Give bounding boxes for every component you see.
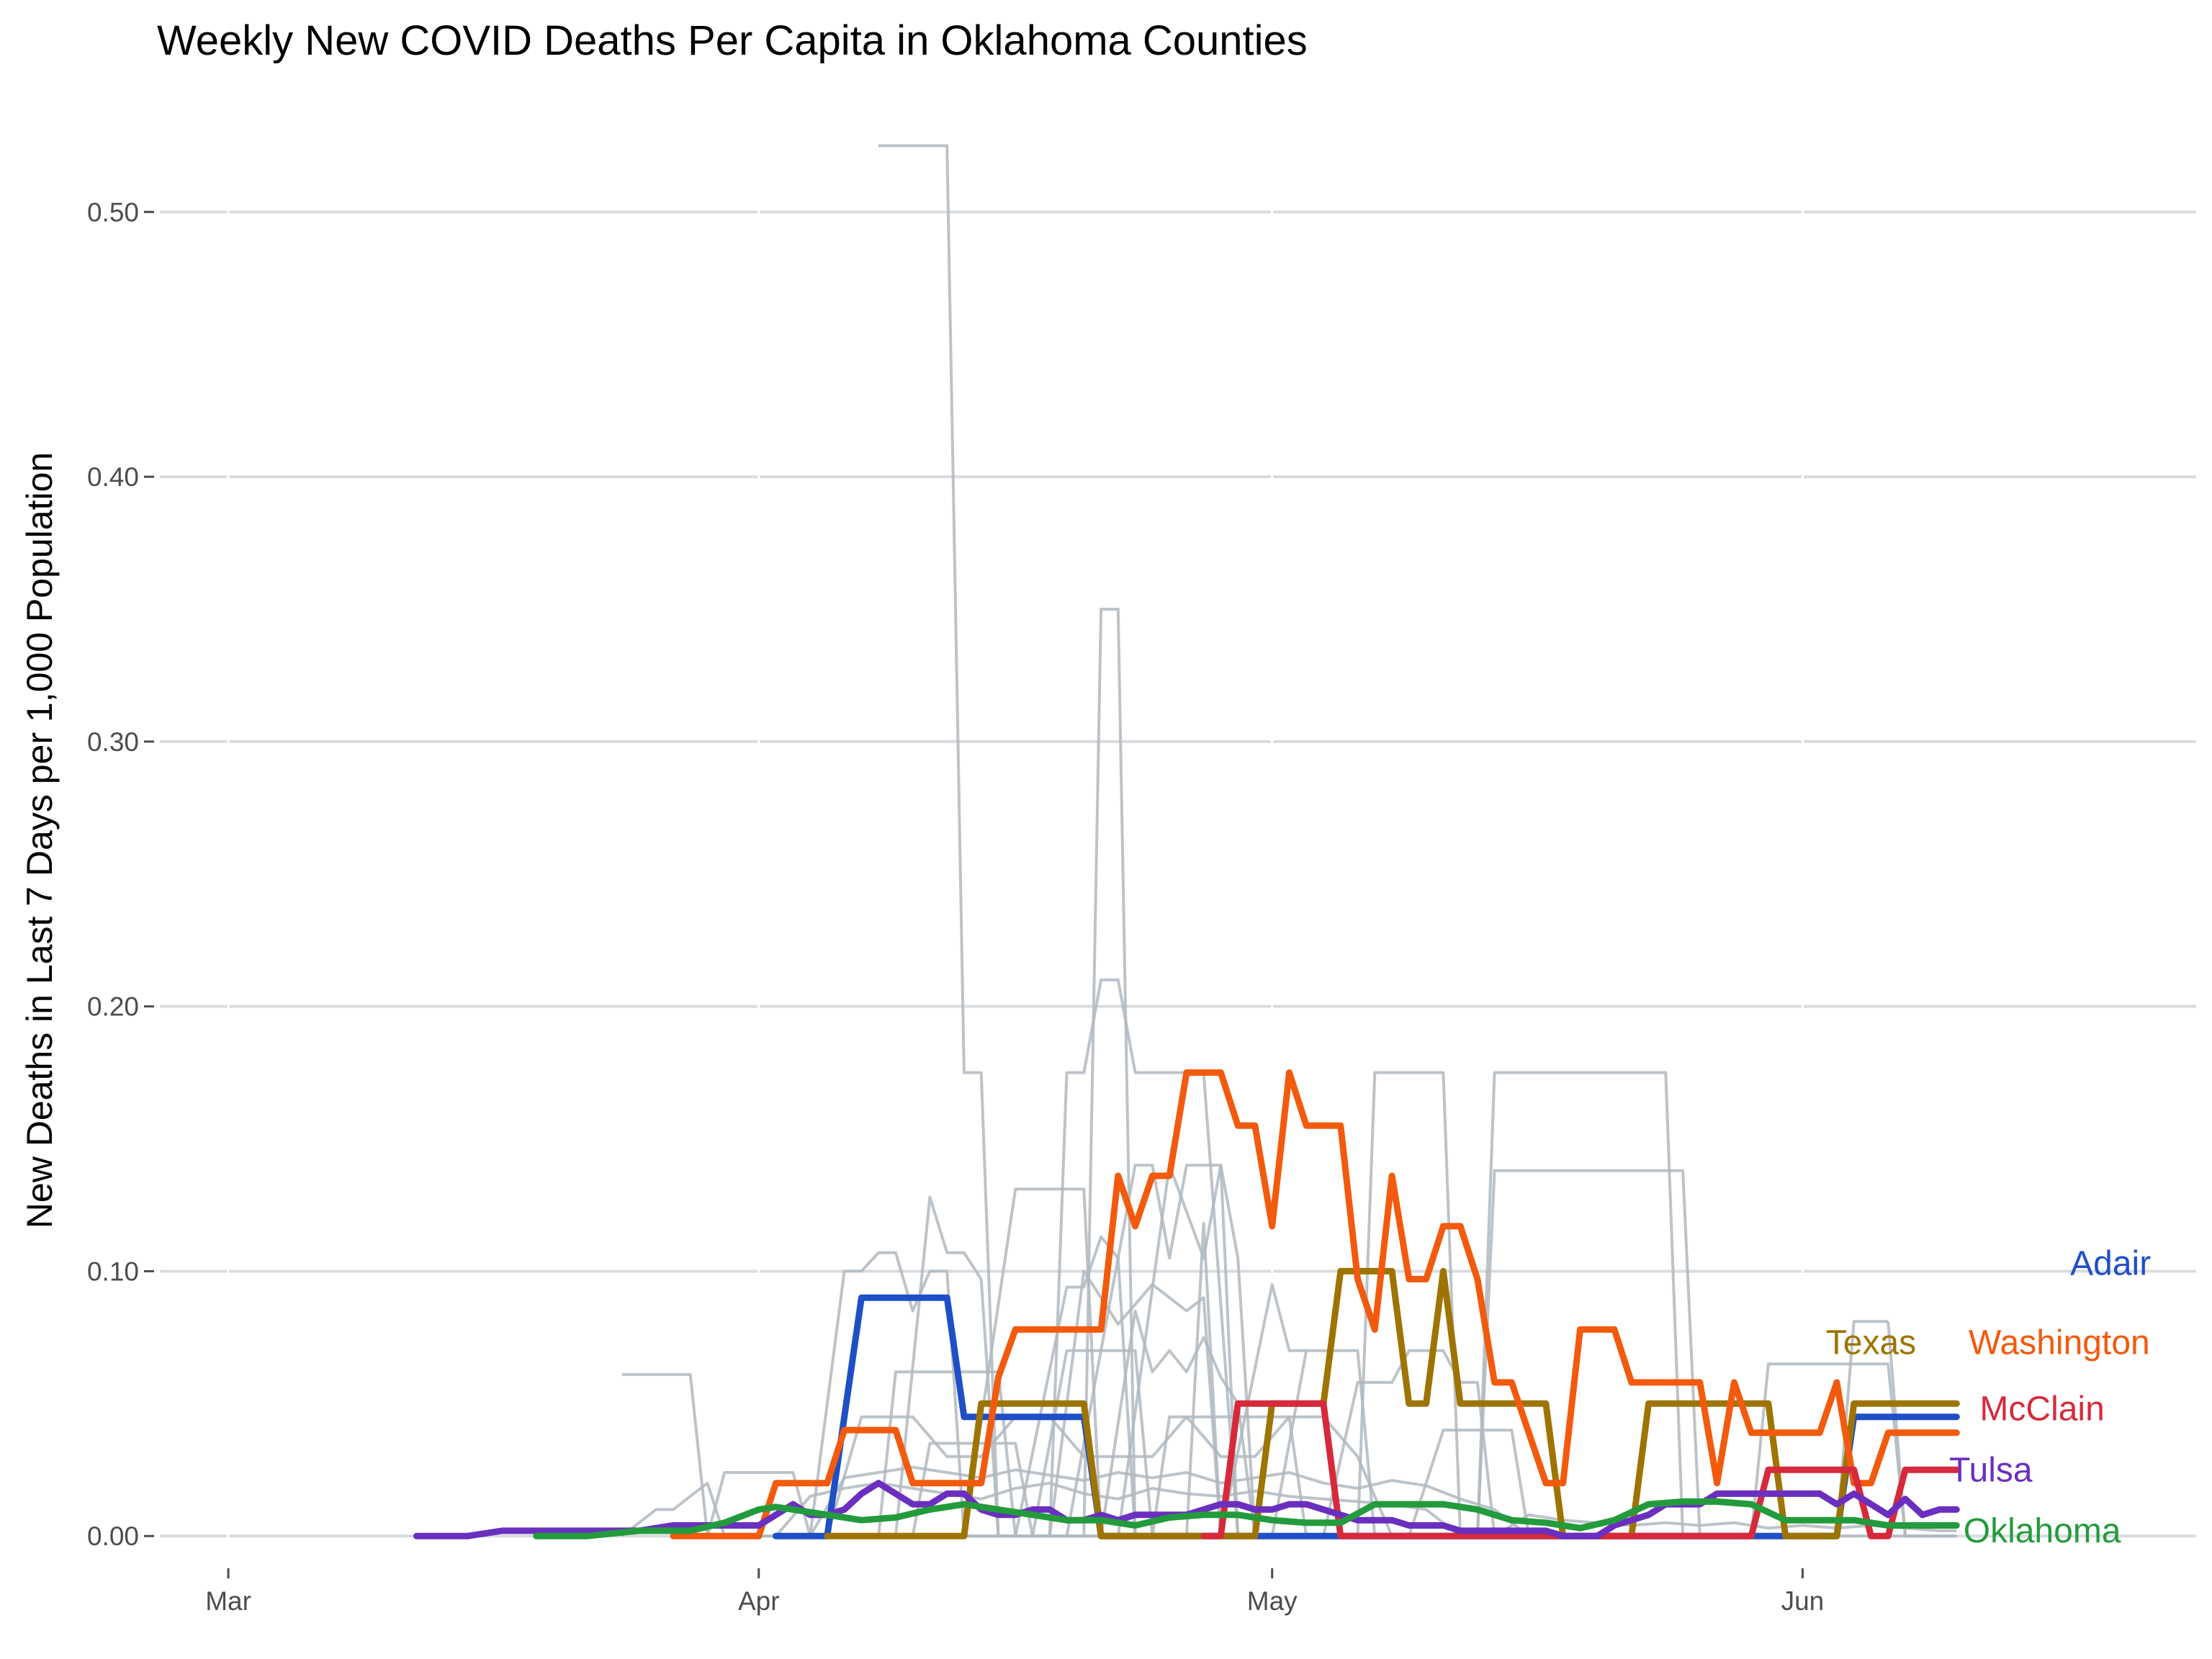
x-tick-label: Mar: [205, 1586, 251, 1616]
x-tick-label: Jun: [1781, 1586, 1825, 1616]
y-axis: 0.00 0.10 0.20 0.30 0.40 0.50: [87, 197, 154, 1551]
series-label-adair: Adair: [2070, 1244, 2151, 1282]
county-line-background: [1322, 1349, 1496, 1537]
series-label-mcclain: McClain: [1979, 1390, 2104, 1429]
chart-title: Weekly New COVID Deaths Per Capita in Ok…: [157, 17, 1308, 64]
county-line-background: [1306, 1071, 1685, 1538]
series-line-oklahoma: [533, 1498, 1960, 1539]
y-tick-label: 0.50: [87, 197, 139, 227]
y-tick-label: 0.10: [87, 1256, 139, 1286]
county-line-background: [1031, 1349, 1154, 1537]
county-line-background: [962, 1187, 1103, 1537]
county-line-background: [809, 1251, 981, 1538]
y-tick-label: 0.30: [87, 727, 139, 757]
y-tick-label: 0.00: [87, 1521, 139, 1551]
y-tick-label: 0.40: [87, 462, 139, 492]
highlighted-county-lines: [413, 1069, 1960, 1539]
county-line-background: [706, 1465, 1530, 1538]
county-line-background: [1184, 1222, 1307, 1538]
county-line-background: [1065, 1164, 1255, 1538]
series-label-washington: Washington: [1969, 1324, 2150, 1362]
x-axis: Mar Apr May Jun: [205, 1568, 1824, 1616]
county-line-background: [774, 1481, 1462, 1537]
x-tick-label: May: [1247, 1586, 1298, 1616]
county-line-background: [1151, 1415, 1341, 1538]
y-tick-label: 0.20: [87, 992, 139, 1022]
x-tick-label: Apr: [738, 1586, 780, 1616]
series-label-oklahoma: Oklahoma: [1964, 1512, 2121, 1550]
y-axis-label: New Deaths in Last 7 Days per 1,000 Popu…: [19, 452, 60, 1228]
series-line-washington: [670, 1069, 1960, 1539]
series-label-texas: Texas: [1826, 1324, 1916, 1362]
county-line-background: [1100, 1309, 1256, 1537]
county-line-background: [1048, 1269, 1223, 1537]
series-labels: Adair Texas Washington McClain Tulsa Oklahoma: [1826, 1244, 2151, 1550]
series-line-mcclain: [1200, 1400, 1960, 1539]
series-label-tulsa: Tulsa: [1949, 1451, 2033, 1489]
